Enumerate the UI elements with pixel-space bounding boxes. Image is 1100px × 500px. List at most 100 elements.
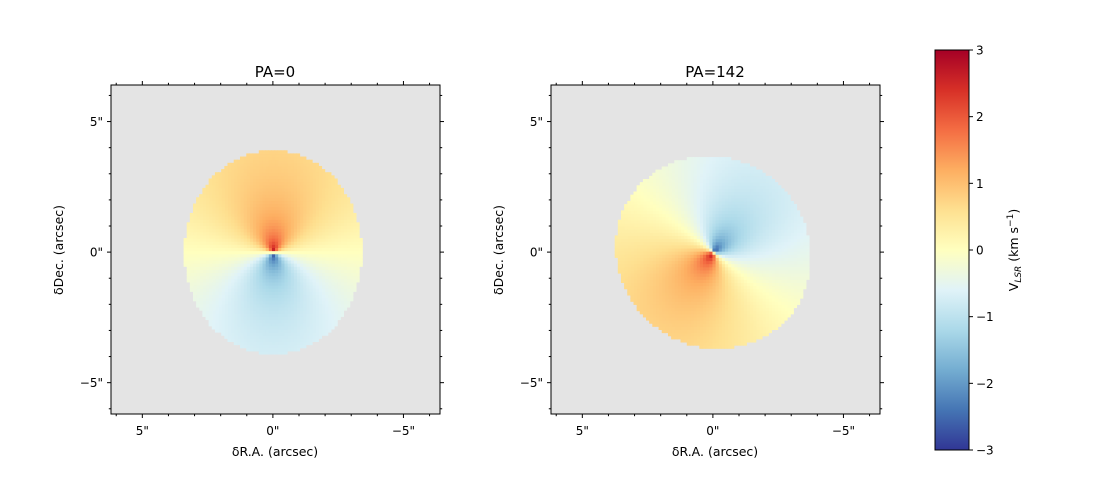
velocity-cell	[702, 197, 707, 202]
velocity-cell	[205, 269, 210, 274]
velocity-cell	[768, 304, 772, 309]
velocity-cell	[787, 260, 791, 265]
velocity-cell	[224, 228, 229, 233]
velocity-cell	[221, 294, 225, 299]
velocity-cell	[280, 310, 285, 314]
velocity-cell	[699, 329, 704, 334]
velocity-cell	[255, 259, 260, 264]
velocity-cell	[337, 231, 341, 236]
velocity-cell	[736, 282, 741, 287]
velocity-cell	[296, 165, 301, 170]
velocity-cell	[293, 178, 297, 183]
velocity-cell	[280, 231, 285, 236]
velocity-cell	[211, 266, 216, 270]
velocity-cell	[330, 187, 335, 192]
velocity-cell	[224, 316, 229, 321]
velocity-cell	[783, 238, 788, 243]
velocity-cell	[249, 256, 254, 261]
velocity-cell	[752, 307, 757, 312]
velocity-cell	[727, 279, 732, 283]
velocity-cell	[265, 350, 269, 355]
velocity-cell	[761, 235, 766, 240]
velocity-cell	[780, 276, 785, 280]
velocity-cell	[315, 306, 319, 311]
velocity-cell	[196, 263, 200, 267]
velocity-cell	[290, 266, 294, 270]
velocity-cell	[261, 310, 266, 314]
velocity-cell	[283, 285, 288, 289]
velocity-cell	[302, 234, 307, 239]
velocity-cell	[227, 278, 232, 283]
velocity-cell	[239, 294, 244, 299]
velocity-cell	[721, 157, 725, 161]
velocity-cell	[236, 341, 241, 346]
velocity-cell	[705, 157, 710, 161]
velocity-cell	[733, 263, 738, 268]
velocity-cell	[730, 247, 735, 252]
velocity-cell	[693, 316, 697, 321]
velocity-cell	[683, 326, 688, 330]
velocity-cell	[711, 194, 716, 199]
velocity-cell	[208, 316, 213, 321]
velocity-cell	[299, 306, 304, 311]
velocity-cell	[230, 181, 235, 186]
velocity-cell	[293, 162, 297, 167]
velocity-cell	[277, 197, 282, 202]
velocity-cell	[221, 231, 225, 236]
velocity-cell	[221, 187, 225, 192]
velocity-cell	[721, 316, 725, 321]
velocity-cell	[221, 244, 225, 249]
velocity-cell	[283, 350, 288, 355]
velocity-cell	[702, 226, 707, 230]
velocity-cell	[302, 175, 307, 180]
velocity-cell	[239, 212, 244, 217]
velocity-cell	[330, 219, 335, 223]
velocity-cell	[761, 266, 766, 271]
velocity-cell	[724, 157, 729, 161]
velocity-cell	[711, 276, 716, 280]
velocity-cell	[714, 197, 719, 202]
velocity-cell	[696, 229, 700, 233]
velocity-cell	[218, 266, 222, 270]
velocity-cell	[721, 313, 725, 318]
velocity-cell	[283, 238, 288, 242]
velocity-cell	[761, 200, 766, 205]
velocity-cell	[768, 222, 772, 227]
velocity-cell	[714, 291, 719, 296]
velocity-cell	[746, 197, 751, 202]
velocity-cell	[686, 194, 691, 199]
velocity-cell	[733, 310, 738, 315]
velocity-cell	[755, 323, 760, 327]
velocity-cell	[271, 266, 276, 270]
velocity-cell	[239, 291, 244, 296]
velocity-cell	[743, 222, 747, 227]
velocity-cell	[236, 238, 241, 242]
velocity-cell	[274, 285, 279, 289]
velocity-cell	[721, 207, 725, 211]
velocity-cell	[283, 300, 288, 305]
velocity-cell	[787, 304, 791, 309]
velocity-cell	[746, 241, 751, 246]
velocity-cell	[689, 329, 694, 334]
velocity-cell	[283, 178, 288, 183]
velocity-cell	[699, 316, 704, 321]
velocity-cell	[749, 247, 754, 252]
velocity-cell	[758, 244, 763, 249]
velocity-cell	[689, 226, 694, 230]
velocity-cell	[346, 206, 351, 211]
velocity-cell	[268, 306, 272, 311]
velocity-cell	[214, 325, 219, 330]
velocity-cell	[286, 266, 291, 270]
velocity-cell	[752, 269, 757, 274]
velocity-cell	[324, 272, 329, 277]
velocity-cell	[699, 307, 704, 312]
velocity-cell	[211, 281, 216, 286]
velocity-cell	[702, 238, 707, 243]
velocity-cell	[277, 222, 282, 227]
velocity-cell	[205, 291, 210, 296]
velocity-cell	[286, 347, 291, 352]
velocity-cell	[693, 194, 697, 199]
velocity-cell	[796, 294, 801, 299]
velocity-cell	[271, 241, 276, 245]
velocity-cell	[733, 179, 738, 183]
